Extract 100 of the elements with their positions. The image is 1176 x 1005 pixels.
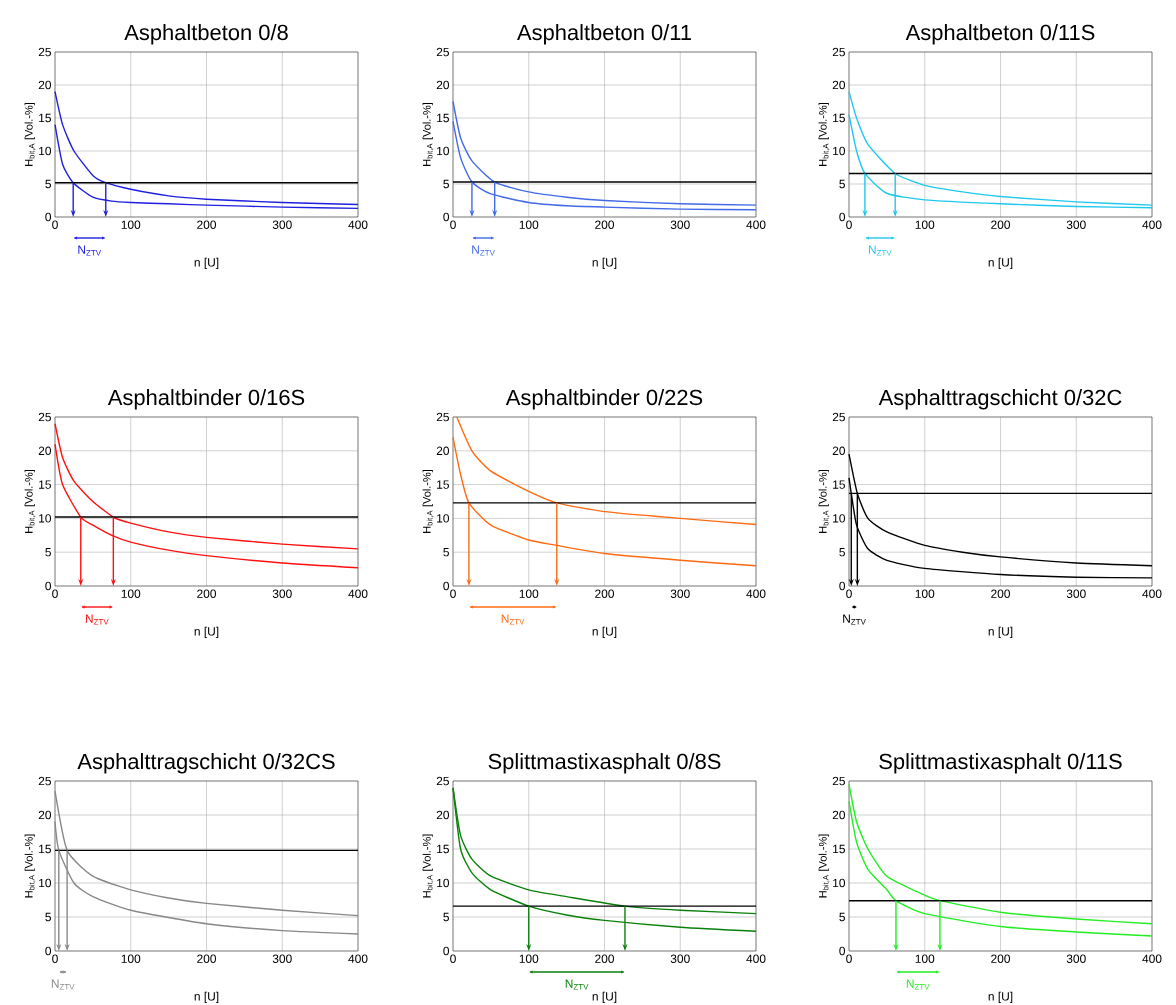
y-tick-label: 10 <box>437 146 450 156</box>
y-tick-label: 15 <box>437 844 449 854</box>
chart-title: Asphaltbinder 0/22S <box>505 389 703 410</box>
x-tick-label: 200 <box>991 954 1011 963</box>
y-axis-title: H$_{bit,A}$ [Vol.-%] <box>24 103 36 166</box>
x-tick-label: 300 <box>272 220 292 229</box>
y-tick-label: 15 <box>437 113 449 123</box>
x-tick-label: 200 <box>991 589 1011 598</box>
x-tick-label: 200 <box>595 220 615 229</box>
text: N$_{ZTV}$ <box>906 979 930 990</box>
y-tick-label: 20 <box>436 810 450 820</box>
x-tick-label: 0 <box>846 220 852 229</box>
y-tick-label: 15 <box>39 844 51 854</box>
text: N$_{ZTV}$ <box>85 614 109 625</box>
x-tick-label: 400 <box>746 220 766 229</box>
x-tick-label: 100 <box>915 220 935 229</box>
text: N$_{ZTV}$ <box>565 979 589 990</box>
x-tick-label: 100 <box>121 589 141 598</box>
y-tick-label: 5 <box>839 548 845 557</box>
y-tick-label: 0 <box>45 946 52 956</box>
x-axis-title: n [U] <box>988 626 1013 638</box>
x-tick-label: 300 <box>1066 954 1086 963</box>
x-tick-label: 300 <box>670 220 690 229</box>
y-tick-label: 0 <box>839 212 846 222</box>
y-tick-label: 20 <box>436 80 450 90</box>
x-tick-label: 300 <box>1066 589 1086 598</box>
text: N$_{ZTV}$ <box>843 614 866 625</box>
y-tick-label: 5 <box>443 548 449 557</box>
y-tick-label: 0 <box>839 581 846 591</box>
y-axis-title: H$_{bit,A}$ [Vol.-%] <box>24 834 36 898</box>
y-tick-label: 25 <box>38 412 51 422</box>
x-tick-label: 0 <box>52 220 58 229</box>
x-tick-label: 400 <box>348 220 368 229</box>
chart-title: Asphalttragschicht 0/32C <box>878 389 1122 410</box>
x-tick-label: 200 <box>991 220 1011 229</box>
chart-title: Asphaltbeton 0/11 <box>517 24 691 45</box>
y-tick-label: 0 <box>443 212 450 222</box>
y-tick-label: 25 <box>832 412 845 422</box>
x-tick-label: 300 <box>670 589 690 598</box>
y-tick-label: 15 <box>39 113 51 123</box>
y-tick-label: 5 <box>443 179 449 189</box>
x-tick-label: 100 <box>121 220 141 229</box>
y-tick-label: 10 <box>833 146 846 156</box>
x-tick-label: 100 <box>121 954 141 963</box>
chart-title: Asphaltbeton 0/11S <box>905 24 1095 45</box>
x-axis-title: n [U] <box>988 991 1013 1003</box>
y-tick-label: 25 <box>832 47 845 57</box>
x-axis-title: n [U] <box>194 257 219 269</box>
y-tick-label: 5 <box>45 179 51 189</box>
x-axis-title: n [U] <box>592 626 617 638</box>
x-tick-label: 400 <box>348 589 368 598</box>
x-tick-label: 200 <box>595 589 615 598</box>
x-tick-label: 300 <box>272 589 292 598</box>
y-tick-label: 10 <box>833 514 846 523</box>
y-tick-label: 25 <box>436 412 449 422</box>
y-tick-label: 15 <box>39 480 51 489</box>
y-axis-title: H$_{bit,A}$ [Vol.-%] <box>24 469 36 533</box>
y-tick-label: 15 <box>833 480 845 489</box>
x-tick-label: 400 <box>746 589 766 598</box>
y-tick-label: 20 <box>832 80 846 90</box>
text: N$_{ZTV}$ <box>51 979 75 990</box>
x-tick-label: 0 <box>52 954 58 963</box>
x-axis-title: n [U] <box>592 257 617 269</box>
y-tick-label: 10 <box>833 878 846 888</box>
y-tick-label: 25 <box>832 776 845 786</box>
text: N$_{ZTV}$ <box>78 245 102 256</box>
y-tick-label: 10 <box>437 878 450 888</box>
chart-title: Asphalttragschicht 0/32CS <box>77 753 335 774</box>
x-axis-title: n [U] <box>194 626 219 638</box>
x-tick-label: 400 <box>1142 589 1162 598</box>
x-tick-label: 0 <box>52 589 58 598</box>
x-tick-label: 300 <box>272 954 292 963</box>
chart-title: Splittmastixasphalt 0/8S <box>488 753 721 774</box>
y-tick-label: 20 <box>38 446 52 456</box>
x-axis-title: n [U] <box>988 257 1013 269</box>
y-tick-label: 25 <box>38 776 51 786</box>
y-tick-label: 15 <box>833 844 845 854</box>
text: N$_{ZTV}$ <box>501 614 525 625</box>
chart-title: Splittmastixasphalt 0/11S <box>879 753 1122 774</box>
y-tick-label: 10 <box>39 878 52 888</box>
x-tick-label: 100 <box>519 954 539 963</box>
y-tick-label: 0 <box>443 946 450 956</box>
x-tick-label: 200 <box>595 954 615 963</box>
x-tick-label: 300 <box>670 954 690 963</box>
y-tick-label: 20 <box>38 80 52 90</box>
y-tick-label: 15 <box>833 113 845 123</box>
y-tick-label: 5 <box>45 912 51 922</box>
y-tick-label: 15 <box>437 480 449 489</box>
x-tick-label: 0 <box>846 589 852 598</box>
y-tick-label: 10 <box>437 514 450 523</box>
y-axis-title: H$_{bit,A}$ [Vol.-%] <box>422 103 434 166</box>
text: N$_{ZTV}$ <box>868 245 892 256</box>
chart-title: Asphaltbeton 0/8 <box>124 24 288 45</box>
x-tick-label: 100 <box>519 220 539 229</box>
x-tick-label: 0 <box>846 954 852 963</box>
x-tick-label: 400 <box>1142 954 1162 963</box>
x-tick-label: 200 <box>197 589 217 598</box>
x-tick-label: 0 <box>450 954 456 963</box>
x-tick-label: 0 <box>450 220 456 229</box>
y-tick-label: 10 <box>39 514 52 523</box>
